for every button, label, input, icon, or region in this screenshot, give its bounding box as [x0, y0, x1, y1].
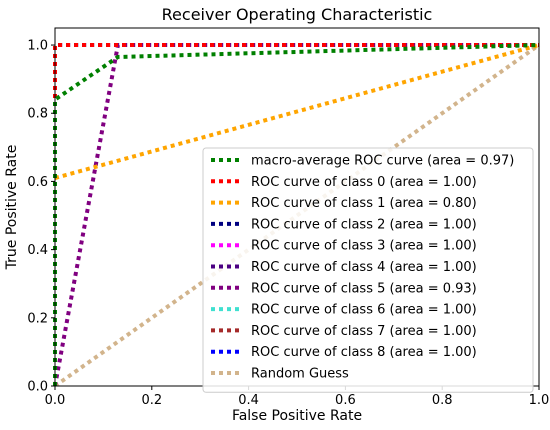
y-tick-label: 1.0 [27, 39, 48, 54]
legend-label-5: ROC curve of class 4 (area = 1.00) [251, 260, 477, 275]
chart-title: Receiver Operating Characteristic [162, 5, 433, 24]
y-axis-ticks: 0.0 0.2 0.4 0.6 0.8 1.0 [27, 39, 55, 395]
legend-label-1: ROC curve of class 0 (area = 1.00) [251, 175, 477, 190]
legend-label-3: ROC curve of class 2 (area = 1.00) [251, 217, 477, 232]
y-axis-label: True Positive Rate [4, 145, 20, 271]
legend-label-2: ROC curve of class 1 (area = 0.80) [251, 196, 477, 211]
legend-label-9: ROC curve of class 8 (area = 1.00) [251, 345, 477, 360]
x-tick-label: 0.6 [335, 393, 356, 408]
legend-label-0: macro-average ROC curve (area = 0.97) [251, 154, 514, 169]
y-tick-label: 0.4 [27, 243, 48, 258]
x-tick-label: 1.0 [529, 393, 550, 408]
x-tick-label: 0.4 [238, 393, 259, 408]
legend-label-4: ROC curve of class 3 (area = 1.00) [251, 239, 477, 254]
y-tick-label: 0.8 [27, 107, 48, 122]
x-tick-label: 0.0 [45, 393, 66, 408]
legend-box [202, 147, 534, 393]
legend: macro-average ROC curve (area = 0.97) ROC… [202, 147, 534, 393]
legend-label-7: ROC curve of class 6 (area = 1.00) [251, 303, 477, 318]
x-tick-label: 0.2 [141, 393, 162, 408]
legend-label-6: ROC curve of class 5 (area = 0.93) [251, 281, 477, 296]
x-axis-ticks: 0.0 0.2 0.4 0.6 0.8 1.0 [45, 386, 550, 408]
x-axis-label: False Positive Rate [232, 408, 362, 424]
y-tick-label: 0.2 [27, 311, 48, 326]
x-tick-label: 0.8 [432, 393, 453, 408]
legend-label-10: Random Guess [251, 367, 349, 382]
legend-label-8: ROC curve of class 7 (area = 1.00) [251, 324, 477, 339]
y-tick-label: 0.0 [27, 380, 48, 395]
y-tick-label: 0.6 [27, 175, 48, 190]
